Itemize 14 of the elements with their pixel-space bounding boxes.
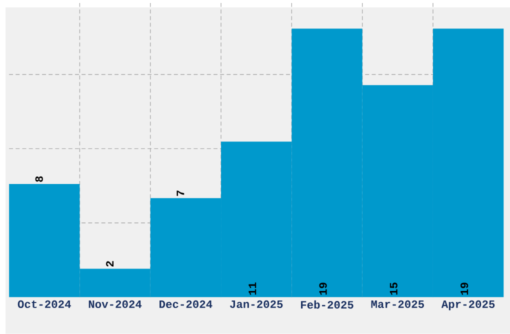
x-tick-label: Oct-2024 [18,300,71,308]
data-label: 19 [460,282,468,295]
x-tick-label: Mar-2025 [371,300,424,308]
x-tick-label: Feb-2025 [301,300,354,309]
x-tick-label: Jan-2025 [230,300,283,308]
x-tick-label: Apr-2025 [441,300,495,310]
data-label: 11 [248,282,256,295]
data-label: 8 [35,176,43,182]
data-label: 2 [106,261,114,267]
x-tick-label: Dec-2024 [160,300,212,308]
x-tick-label: Nov-2024 [88,300,142,308]
data-label: 19 [319,282,327,295]
data-label: 15 [390,282,398,295]
data-label: 7 [176,190,184,196]
